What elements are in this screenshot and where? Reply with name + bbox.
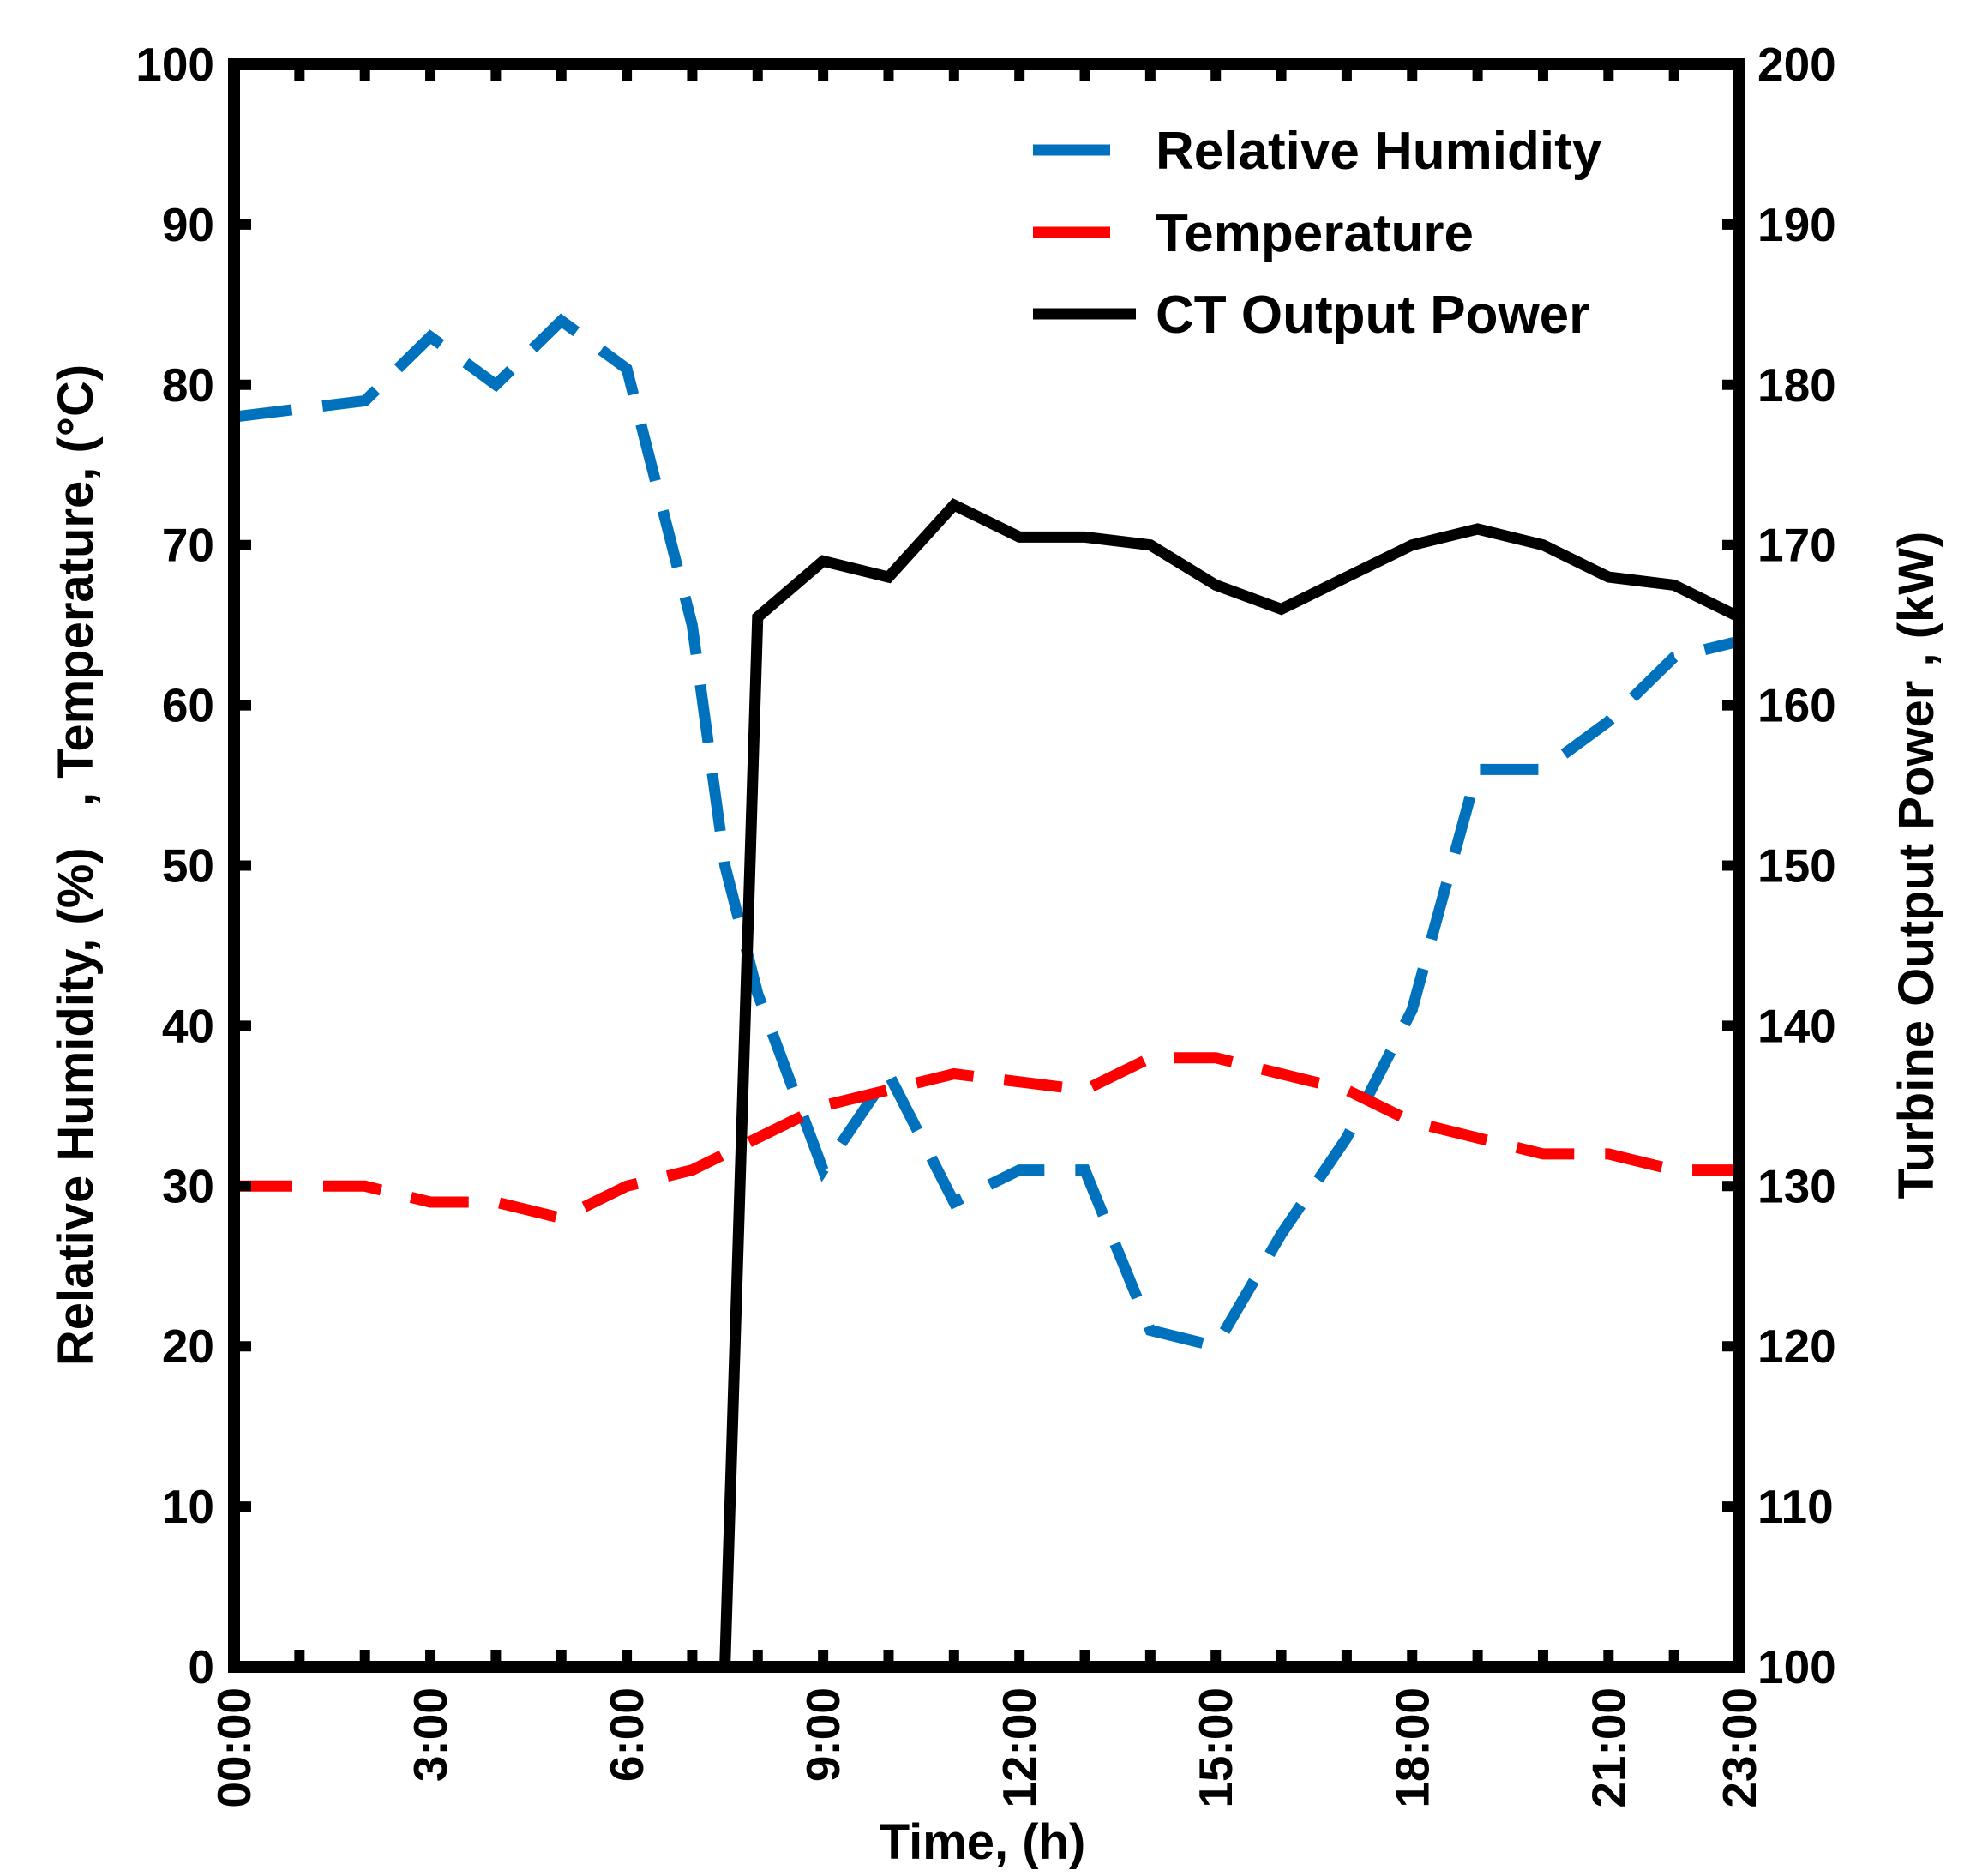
y-right-tick-label: 150 (1757, 839, 1836, 893)
y-right-tick-label: 130 (1757, 1159, 1836, 1212)
y-left-tick-label: 60 (162, 679, 214, 732)
axis-ticks (234, 59, 1739, 1672)
x-tick-label: 9:00 (796, 1687, 850, 1782)
x-tick-label: 23:00 (1713, 1687, 1766, 1808)
x-tick-label: 12:00 (993, 1687, 1046, 1808)
y-left-tick-label: 40 (162, 999, 214, 1052)
y-right-tick-label: 180 (1757, 358, 1836, 412)
y-left-tick-label: 0 (188, 1640, 214, 1693)
legend-label-0: Relative Humidity (1156, 122, 1602, 181)
x-tick-label: 6:00 (600, 1687, 653, 1782)
x-tick-label: 18:00 (1385, 1687, 1438, 1808)
x-tick-label: 3:00 (404, 1687, 457, 1782)
series-line-1 (234, 1052, 1739, 1224)
legend-label-2: CT Output Power (1156, 286, 1589, 345)
series-line-2 (719, 498, 1742, 1668)
y-right-tick-label: 120 (1757, 1320, 1836, 1373)
y-left-tick-label: 100 (135, 38, 214, 91)
tick-labels: 0 10 20 30 40 50 60 70 80 90 100 100 110 120 130 140 150… (135, 38, 1836, 1808)
y-right-tick-label: 170 (1757, 519, 1836, 572)
x-tick-label: 21:00 (1582, 1687, 1635, 1808)
y-right-tick-label: 190 (1757, 198, 1836, 251)
y-right-tick-label: 200 (1757, 38, 1836, 91)
right-y-axis-title: Turbine Output Power , (kW) (1889, 532, 1944, 1200)
x-tick-label: 15:00 (1189, 1687, 1242, 1808)
legend-label-1: Temperature (1156, 204, 1474, 263)
y-left-tick-label: 90 (162, 198, 214, 251)
y-right-tick-label: 160 (1757, 679, 1836, 732)
y-left-tick-label: 80 (162, 358, 214, 412)
y-left-tick-label: 50 (162, 839, 214, 893)
legend: Relative Humidity Temperature CT Output Po… (1033, 122, 1602, 345)
y-right-tick-label: 110 (1757, 1480, 1834, 1533)
y-right-tick-label: 100 (1757, 1640, 1836, 1693)
y-left-tick-label: 30 (162, 1159, 214, 1212)
left-y-axis-title: Relative Humidity, (%) , Temperature, (°… (48, 364, 104, 1366)
series-line-0 (233, 313, 1741, 1353)
plot-lines (233, 313, 1742, 1668)
x-tick-label: 00:00 (207, 1687, 261, 1808)
y-left-tick-label: 20 (162, 1320, 214, 1373)
y-left-tick-label: 70 (162, 519, 214, 572)
y-right-tick-label: 140 (1757, 999, 1836, 1052)
x-axis-title: Time, (h) (880, 1814, 1086, 1870)
y-left-tick-label: 10 (162, 1480, 214, 1533)
